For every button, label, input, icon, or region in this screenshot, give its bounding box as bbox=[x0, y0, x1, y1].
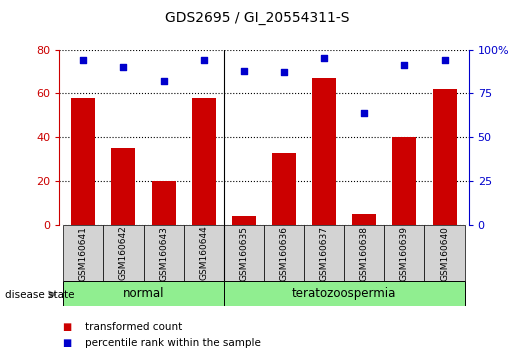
Text: GSM160642: GSM160642 bbox=[119, 226, 128, 280]
Point bbox=[119, 64, 128, 70]
Text: transformed count: transformed count bbox=[85, 322, 182, 332]
Text: GSM160638: GSM160638 bbox=[360, 225, 369, 281]
Bar bbox=[392, 137, 417, 225]
Text: normal: normal bbox=[123, 287, 164, 300]
Text: teratozoospermia: teratozoospermia bbox=[292, 287, 397, 300]
Point bbox=[79, 57, 88, 63]
Bar bbox=[344, 225, 384, 281]
Text: GSM160643: GSM160643 bbox=[159, 225, 168, 281]
Point bbox=[240, 68, 248, 73]
Bar bbox=[63, 281, 224, 306]
Text: GSM160635: GSM160635 bbox=[239, 225, 248, 281]
Bar bbox=[232, 216, 256, 225]
Bar bbox=[272, 153, 296, 225]
Point bbox=[320, 56, 328, 61]
Bar bbox=[71, 98, 95, 225]
Text: GSM160640: GSM160640 bbox=[440, 225, 449, 281]
Point bbox=[360, 110, 368, 115]
Bar bbox=[184, 225, 224, 281]
Bar bbox=[312, 78, 336, 225]
Point bbox=[400, 63, 408, 68]
Text: GSM160637: GSM160637 bbox=[320, 225, 329, 281]
Bar bbox=[352, 214, 376, 225]
Bar bbox=[224, 225, 264, 281]
Bar bbox=[384, 225, 424, 281]
Text: GSM160644: GSM160644 bbox=[199, 226, 208, 280]
Bar bbox=[433, 89, 457, 225]
Point bbox=[200, 57, 208, 63]
Text: GSM160636: GSM160636 bbox=[280, 225, 288, 281]
Text: ■: ■ bbox=[62, 338, 71, 348]
Text: disease state: disease state bbox=[5, 290, 75, 299]
Text: GDS2695 / GI_20554311-S: GDS2695 / GI_20554311-S bbox=[165, 11, 350, 25]
Bar bbox=[111, 148, 135, 225]
Text: GSM160639: GSM160639 bbox=[400, 225, 409, 281]
Bar bbox=[192, 98, 216, 225]
Point bbox=[160, 78, 168, 84]
Bar bbox=[424, 225, 465, 281]
Bar bbox=[144, 225, 184, 281]
Text: GSM160641: GSM160641 bbox=[79, 225, 88, 281]
Bar bbox=[304, 225, 344, 281]
Point bbox=[280, 69, 288, 75]
Bar bbox=[224, 281, 465, 306]
Point bbox=[440, 57, 449, 63]
Bar bbox=[151, 181, 176, 225]
Text: percentile rank within the sample: percentile rank within the sample bbox=[85, 338, 261, 348]
Text: ■: ■ bbox=[62, 322, 71, 332]
Bar bbox=[264, 225, 304, 281]
Bar bbox=[104, 225, 144, 281]
Bar bbox=[63, 225, 104, 281]
